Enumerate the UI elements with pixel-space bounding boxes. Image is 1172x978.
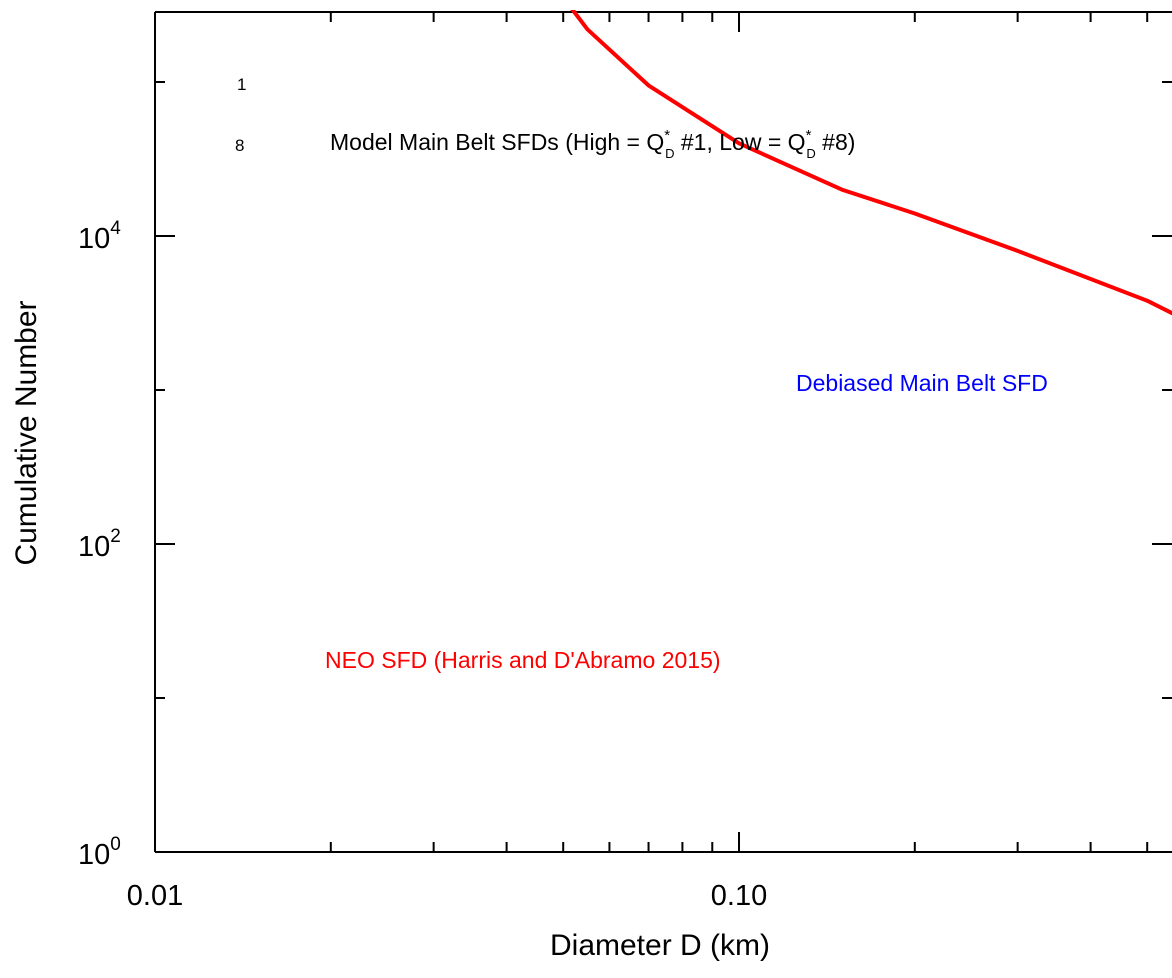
y-tick-label: 102: [78, 526, 121, 563]
series-group: [155, 0, 1172, 378]
model-sfd-line-2: [155, 0, 1172, 378]
x-tick-label: 0.01: [127, 880, 183, 912]
model-label-star-1: *: [664, 127, 670, 144]
neo-sfd-label: NEO SFD (Harris and D'Abramo 2015): [325, 647, 721, 673]
model-label-sub-1: D: [665, 146, 674, 161]
model-label-sub-2: D: [806, 146, 815, 161]
model-label-part-1: Model Main Belt SFDs (High = Q: [330, 129, 664, 155]
model-sfd-label: Model Main Belt SFDs (High = Q* D #1, Low…: [330, 127, 855, 161]
model-sfd-line-3: [155, 0, 1172, 378]
neo-sfd-line: [570, 10, 1172, 316]
curve-1-label: 1: [237, 75, 246, 94]
debiased-sfd-label: Debiased Main Belt SFD: [796, 370, 1048, 396]
model-label-star-2: *: [806, 127, 812, 144]
y-tick-label: 104: [78, 218, 121, 255]
model-sfd-line-4: [155, 0, 1172, 378]
model-sfd-line-5: [155, 0, 1172, 378]
x-axis-title: Diameter D (km): [550, 929, 770, 962]
curve-8-label: 8: [235, 136, 244, 155]
model-sfd-line-8: [155, 0, 1172, 378]
model-sfd-line-6: [155, 0, 1172, 378]
y-axis-title: Cumulative Number: [10, 300, 43, 565]
model-sfd-line-1: [155, 0, 1172, 378]
model-label-part-2: #1, Low = Q: [675, 129, 806, 155]
model-sfd-line-7: [155, 0, 1172, 378]
y-tick-label: 100: [78, 834, 121, 871]
model-label-part-3: #8): [816, 129, 856, 155]
x-tick-label: 0.10: [711, 880, 767, 912]
